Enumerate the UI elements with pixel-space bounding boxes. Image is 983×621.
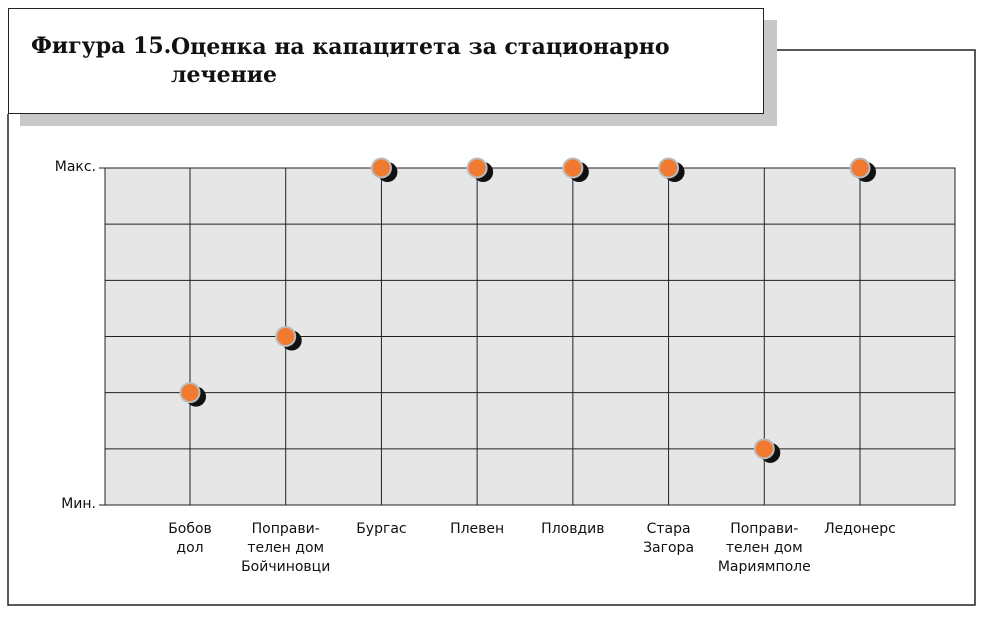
dot-marker <box>466 157 488 179</box>
x-tick-label: Поправи- телен дом Мариямполе <box>717 521 811 575</box>
y-tick-label: Макс. <box>54 159 96 175</box>
x-tick-label: Плевен <box>450 521 505 537</box>
title-box: Фигура 15. Оценка на капацитета за стаци… <box>8 8 764 114</box>
dot-marker <box>275 326 297 347</box>
dot-marker <box>562 157 584 179</box>
x-tick-label: Пловдив <box>541 521 605 537</box>
dot-marker <box>658 157 680 179</box>
dot-marker <box>849 157 871 179</box>
dot <box>753 438 781 463</box>
dot <box>179 382 206 407</box>
dot-marker <box>753 438 775 460</box>
plot-border <box>104 167 956 506</box>
dot-marker <box>370 157 392 179</box>
frame <box>7 49 976 606</box>
dot <box>466 157 494 182</box>
x-tick-label: Ледонерс <box>824 521 896 537</box>
dot <box>658 157 685 182</box>
x-tick-label: Стара Загора <box>643 521 695 556</box>
figure-label: Фигура 15. <box>31 33 172 59</box>
x-tick-label: Бургас <box>356 521 407 537</box>
dot <box>275 326 302 351</box>
dot <box>370 157 398 182</box>
chart-title: Оценка на капацитета за стационарно лече… <box>171 34 670 88</box>
dot <box>849 157 876 182</box>
y-tick-label: Мин. <box>61 496 96 512</box>
dot-marker <box>179 382 201 404</box>
x-tick-label: Поправи- телен дом Бойчиновци <box>241 521 331 575</box>
x-tick-label: Бобов дол <box>168 521 212 556</box>
dot <box>562 157 589 182</box>
